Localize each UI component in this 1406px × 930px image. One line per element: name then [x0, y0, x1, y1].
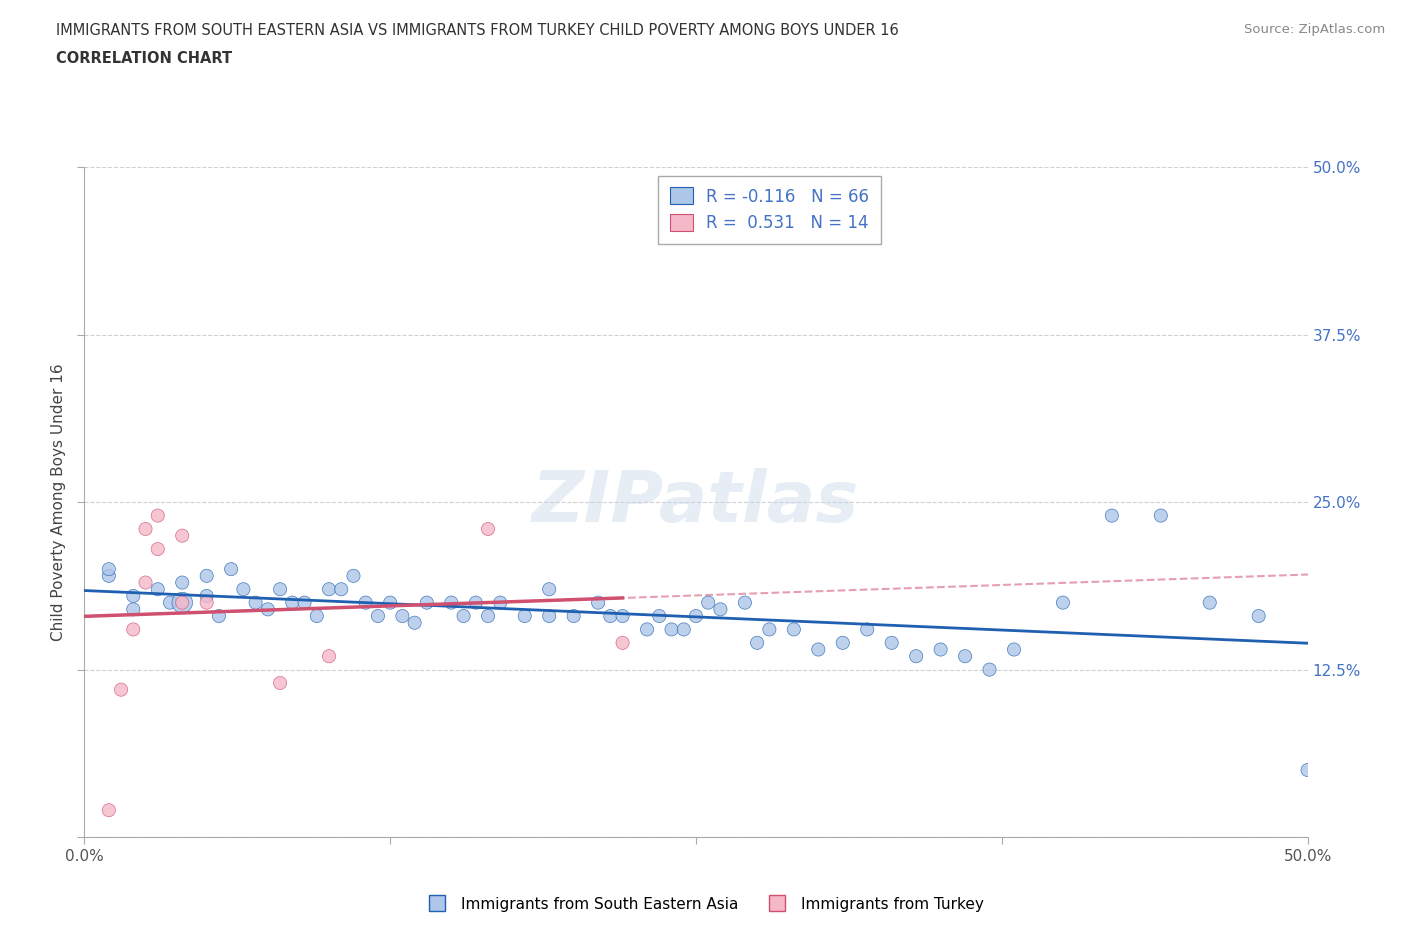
Point	[661, 622, 683, 637]
Point	[391, 608, 413, 623]
Point	[440, 595, 463, 610]
Point	[648, 608, 671, 623]
Point	[172, 595, 194, 610]
Point	[697, 595, 720, 610]
Point	[709, 602, 731, 617]
Point	[318, 582, 340, 597]
Point	[281, 595, 304, 610]
Point	[1150, 508, 1173, 523]
Point	[257, 602, 280, 617]
Point	[318, 649, 340, 664]
Point	[747, 635, 769, 650]
Point	[195, 568, 218, 583]
Point	[208, 608, 231, 623]
Text: IMMIGRANTS FROM SOUTH EASTERN ASIA VS IMMIGRANTS FROM TURKEY CHILD POVERTY AMONG: IMMIGRANTS FROM SOUTH EASTERN ASIA VS IM…	[56, 23, 898, 38]
Point	[245, 595, 267, 610]
Point	[807, 642, 830, 657]
Point	[172, 575, 194, 590]
Point	[685, 608, 707, 623]
Point	[636, 622, 658, 637]
Point	[783, 622, 806, 637]
Point	[979, 662, 1001, 677]
Point	[110, 683, 132, 698]
Point	[416, 595, 439, 610]
Point	[146, 541, 169, 556]
Point	[562, 608, 585, 623]
Point	[122, 589, 145, 604]
Point	[232, 582, 254, 597]
Point	[880, 635, 903, 650]
Point	[1002, 642, 1025, 657]
Legend: Immigrants from South Eastern Asia, Immigrants from Turkey: Immigrants from South Eastern Asia, Immi…	[416, 890, 990, 918]
Point	[354, 595, 377, 610]
Text: CORRELATION CHART: CORRELATION CHART	[56, 51, 232, 66]
Point	[489, 595, 512, 610]
Point	[146, 582, 169, 597]
Point	[219, 562, 242, 577]
Point	[612, 635, 634, 650]
Point	[477, 608, 499, 623]
Point	[477, 522, 499, 537]
Point	[464, 595, 486, 610]
Point	[734, 595, 756, 610]
Point	[1247, 608, 1270, 623]
Point	[672, 622, 695, 637]
Point	[97, 803, 120, 817]
Point	[953, 649, 976, 664]
Point	[305, 608, 328, 623]
Point	[135, 575, 157, 590]
Point	[135, 522, 157, 537]
Point	[929, 642, 952, 657]
Point	[269, 675, 291, 690]
Point	[1198, 595, 1220, 610]
Legend: R = -0.116   N = 66, R =  0.531   N = 14: R = -0.116 N = 66, R = 0.531 N = 14	[658, 176, 882, 244]
Point	[905, 649, 928, 664]
Point	[831, 635, 853, 650]
Point	[1101, 508, 1123, 523]
Text: ZIPatlas: ZIPatlas	[533, 468, 859, 537]
Point	[1296, 763, 1319, 777]
Point	[330, 582, 353, 597]
Point	[367, 608, 389, 623]
Point	[599, 608, 621, 623]
Point	[380, 595, 402, 610]
Point	[856, 622, 879, 637]
Point	[538, 582, 561, 597]
Point	[172, 595, 194, 610]
Y-axis label: Child Poverty Among Boys Under 16: Child Poverty Among Boys Under 16	[51, 364, 66, 641]
Point	[612, 608, 634, 623]
Point	[513, 608, 536, 623]
Point	[97, 562, 120, 577]
Point	[195, 589, 218, 604]
Point	[342, 568, 364, 583]
Point	[269, 582, 291, 597]
Point	[195, 595, 218, 610]
Point	[586, 595, 609, 610]
Point	[172, 528, 194, 543]
Point	[453, 608, 475, 623]
Point	[122, 622, 145, 637]
Point	[122, 602, 145, 617]
Point	[1052, 595, 1074, 610]
Text: Source: ZipAtlas.com: Source: ZipAtlas.com	[1244, 23, 1385, 36]
Point	[758, 622, 780, 637]
Point	[159, 595, 181, 610]
Point	[404, 616, 426, 631]
Point	[294, 595, 316, 610]
Point	[146, 508, 169, 523]
Point	[538, 608, 561, 623]
Point	[97, 568, 120, 583]
